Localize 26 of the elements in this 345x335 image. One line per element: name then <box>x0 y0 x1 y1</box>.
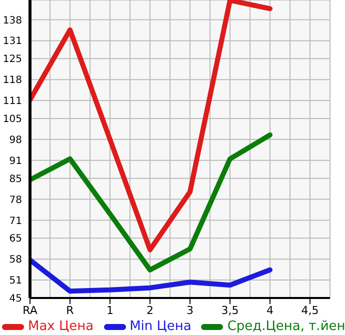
legend-label: Min Цена <box>128 319 192 334</box>
y-tick-label: 85 <box>9 174 22 185</box>
x-tick-label: 1 <box>106 304 114 317</box>
y-tick-label: 125 <box>2 54 22 66</box>
y-tick-label: 58 <box>9 254 22 266</box>
y-tick-label: 51 <box>9 276 22 287</box>
y-tick-label: 131 <box>2 36 22 48</box>
x-tick-label: 2 <box>146 304 154 317</box>
y-tick-label: 98 <box>9 134 22 146</box>
x-tick-label: 3 <box>186 304 194 317</box>
y-tick-label: 45 <box>9 294 22 305</box>
y-tick-label: 118 <box>2 75 22 86</box>
legend-label: Сред.Цена, т.йен <box>226 319 345 334</box>
x-tick-label: 3,5 <box>221 304 239 317</box>
x-tick-label: R <box>66 304 74 317</box>
y-tick-label: 111 <box>2 96 22 108</box>
legend-label: Max Цена <box>27 319 94 334</box>
y-tick-label: 138 <box>2 15 22 26</box>
y-tick-label: 71 <box>9 216 22 227</box>
x-tick-label: 4,5 <box>301 304 319 317</box>
y-tick-label: 91 <box>9 156 22 167</box>
y-tick-label: 105 <box>2 114 22 126</box>
x-tick-label: RA <box>22 304 38 317</box>
x-tick-label: 4 <box>266 304 274 317</box>
y-tick-label: 78 <box>9 194 22 206</box>
y-tick-label: 65 <box>9 234 22 245</box>
